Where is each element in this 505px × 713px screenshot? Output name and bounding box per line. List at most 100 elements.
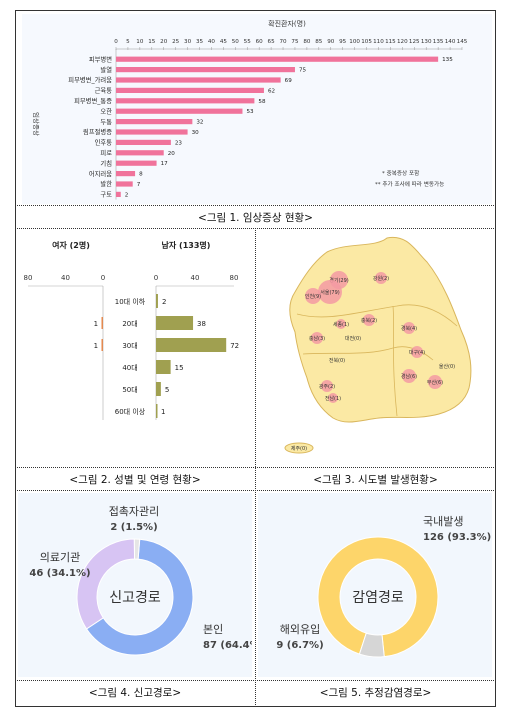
slice-name-label: 의료기관	[40, 551, 80, 564]
caption-fig5: <그림 5. 추정감염경로>	[319, 687, 432, 699]
pie-slice	[133, 538, 141, 560]
center-label: 감염경로	[352, 590, 404, 606]
region-bubble	[363, 314, 375, 326]
pie-slice	[85, 538, 194, 656]
x-tick-label: 20	[160, 39, 168, 45]
data-label: 5	[165, 386, 169, 394]
divider	[15, 205, 496, 206]
bar	[156, 316, 194, 330]
caption-fig2: <그림 2. 성별 및 연령 현황>	[69, 474, 201, 486]
category-label: 60대 이상	[115, 407, 146, 416]
bar	[116, 171, 136, 177]
category-label: 인후통	[95, 138, 113, 147]
x-tick-label: 35	[196, 39, 204, 45]
x-tick-label: 25	[172, 39, 180, 45]
province-border	[296, 304, 458, 327]
x-tick-label: 75	[291, 39, 299, 45]
center-label: 신고경로	[109, 590, 161, 606]
province-border	[392, 305, 398, 417]
x-tick-label: 40	[191, 274, 200, 282]
bar	[116, 108, 243, 114]
bar	[116, 129, 188, 135]
slice-value-label: 46 (34.1%)	[29, 568, 90, 579]
region-bubble	[321, 380, 333, 392]
bar	[156, 360, 171, 374]
bar	[156, 338, 227, 352]
category-label: 피부병변_가려움	[68, 75, 112, 84]
age-sex-bar-chart: 여자 (2명) 남자 (133명) 80 40 0 0 40 80 10대 이하 2 20대 1 38 3…	[24, 240, 239, 420]
region-label: 서울(79)	[320, 289, 340, 296]
region-bubble	[403, 322, 415, 334]
bar	[116, 67, 295, 73]
region-label: 경남(6)	[401, 373, 417, 380]
data-label: 62	[268, 88, 275, 94]
bar	[116, 181, 133, 187]
symptom-chart-panel: 확진환자(명) 0 5 10 15 20 25 30 35 40 45 50 55 60 65 70 75 80 8…	[22, 14, 492, 204]
region-label: 대전(0)	[345, 335, 361, 342]
x-tick-label: 5	[126, 39, 130, 45]
x-tick-label: 55	[244, 39, 252, 45]
slice-name-label: 본인	[203, 623, 223, 636]
bar	[156, 294, 158, 308]
category-label: 50대	[122, 386, 137, 394]
data-label: 58	[258, 99, 266, 105]
x-tick-label: 10	[136, 39, 144, 45]
age-sex-chart-panel: 여자 (2명) 남자 (133명) 80 40 0 0 40 80 10대 이하 2 20대 1 38 3…	[16, 230, 254, 466]
region-bubble	[311, 332, 323, 344]
data-label: 2	[162, 298, 166, 306]
region-label: 충남(3)	[309, 335, 325, 342]
x-tick-label: 0	[114, 39, 118, 45]
region-label: 광주(2)	[319, 383, 335, 390]
x-tick-label: 45	[220, 39, 228, 45]
x-tick-label: 0	[154, 274, 158, 282]
region-bubble	[336, 319, 346, 329]
x-tick-label: 15	[148, 39, 156, 45]
x-tick-label: 40	[208, 39, 216, 45]
category-label: 20대	[122, 320, 137, 328]
pie-slice	[358, 632, 385, 658]
region-label: 부산(6)	[427, 379, 443, 386]
slice-name-label: 해외유입	[280, 622, 320, 636]
footnote: * 중복증상 포함	[382, 169, 419, 177]
x-tick-label: 70	[279, 39, 287, 45]
bar	[116, 98, 255, 104]
y-axis-label: 임상증상	[32, 112, 41, 136]
region-bubble	[428, 375, 442, 389]
data-label: 72	[230, 342, 239, 350]
category-label: 두통	[100, 118, 112, 126]
bar	[101, 339, 103, 351]
region-label: 경북(4)	[401, 325, 417, 332]
data-label: 32	[196, 120, 203, 126]
category-label: 발열	[100, 65, 112, 74]
bar	[101, 317, 103, 329]
data-label: 1	[94, 342, 98, 350]
symptom-bar-chart: 확진환자(명) 0 5 10 15 20 25 30 35 40 45 50 55 60 65 70 75 80 8…	[32, 19, 468, 200]
data-label: 75	[299, 68, 307, 74]
data-label: 135	[442, 57, 453, 63]
region-map: 경기(29) 강원(2) 서울(79)인천(9) 충북(2) 세종(1) 충남(3) 대전(…	[284, 236, 472, 454]
region-bubble	[402, 369, 416, 383]
data-label: 30	[192, 130, 200, 136]
region-label: 제주(0)	[291, 445, 307, 452]
bar	[116, 56, 439, 62]
chart-title: 확진환자(명)	[268, 19, 306, 28]
caption-fig4: <그림 4. 신고경로>	[88, 687, 182, 699]
data-label: 7	[137, 182, 141, 188]
region-label: 경기(29)	[329, 277, 349, 284]
data-label: 69	[285, 78, 293, 84]
x-tick-label: 0	[101, 274, 105, 282]
series-title-female: 여자 (2명)	[52, 240, 90, 250]
data-label: 1	[94, 320, 98, 328]
x-tick-label: 110	[373, 39, 384, 45]
category-label: 30대	[122, 342, 137, 350]
x-tick-label: 145	[457, 39, 468, 45]
x-tick-label: 50	[232, 39, 240, 45]
bar	[116, 139, 171, 145]
caption-fig3: <그림 3. 시도별 발생현황>	[313, 474, 438, 486]
caption-fig1: <그림 1. 임상증상 현황>	[198, 212, 313, 224]
jeju-shape	[284, 442, 314, 454]
slice-value-label: 87 (64.4%)	[203, 640, 252, 651]
bar	[116, 191, 121, 197]
